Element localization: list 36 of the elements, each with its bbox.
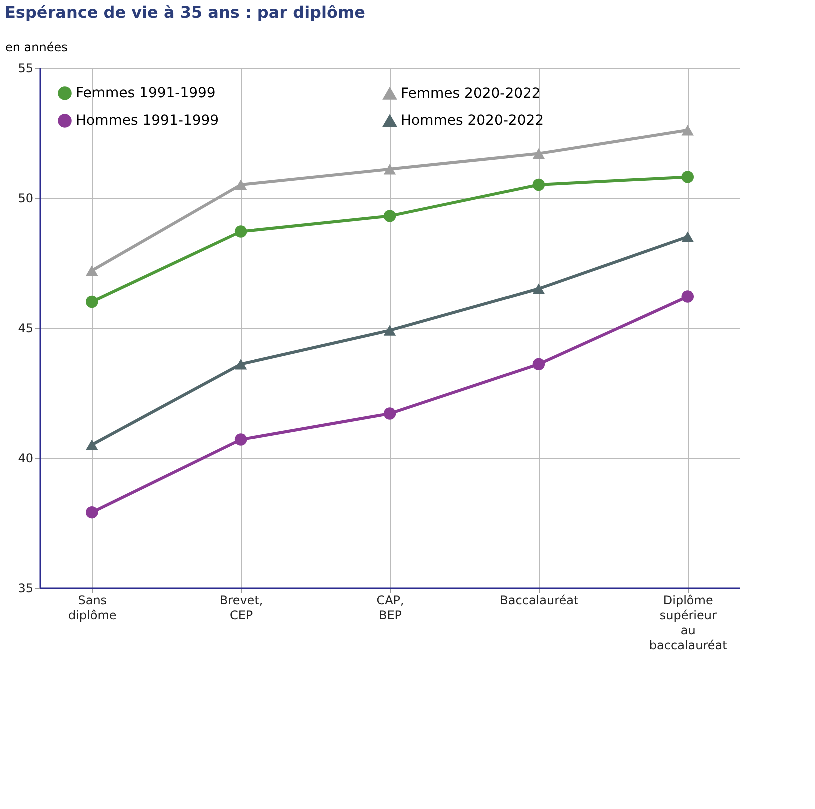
point: [532, 148, 546, 160]
point: [86, 265, 98, 276]
point: [384, 325, 396, 336]
legend-label: Hommes 2020-2022: [401, 113, 544, 129]
y-tick-label: 45: [18, 322, 34, 336]
legend-label: Hommes 1991-1999: [76, 113, 220, 129]
x-tick-label: Baccalauréat: [500, 594, 579, 608]
point: [234, 180, 248, 190]
chart-title: Espérance de vie à 35 ans : par diplôme: [5, 3, 366, 22]
point: [384, 210, 396, 222]
point: [234, 359, 248, 370]
point: [234, 226, 248, 238]
y-tick-label: 35: [18, 582, 34, 596]
point: [532, 178, 546, 192]
point: [532, 284, 546, 294]
point: [682, 125, 694, 136]
x-tick-label: CAP, BEP: [376, 594, 404, 622]
y-tick-label: 55: [18, 62, 34, 76]
point: [682, 290, 694, 303]
x-tick-label: Sans diplôme: [68, 594, 117, 622]
point: [86, 296, 98, 308]
x-tick-label: Brevet, CEP: [220, 594, 264, 622]
legend-label: Femmes 2020-2022: [401, 86, 541, 102]
y-axis-title: en années: [6, 40, 68, 54]
point: [86, 440, 98, 450]
x-tick-label: Diplôme supérieur au baccalauréat: [649, 594, 728, 652]
point: [682, 232, 694, 242]
y-tick-label: 50: [18, 192, 34, 206]
point: [86, 506, 98, 519]
y-tick-label: 40: [18, 452, 34, 466]
point: [384, 164, 396, 175]
point: [384, 408, 396, 420]
point: [682, 171, 694, 184]
point: [532, 358, 546, 371]
legend-label: Femmes 1991-1999: [76, 85, 216, 102]
point: [234, 434, 248, 446]
